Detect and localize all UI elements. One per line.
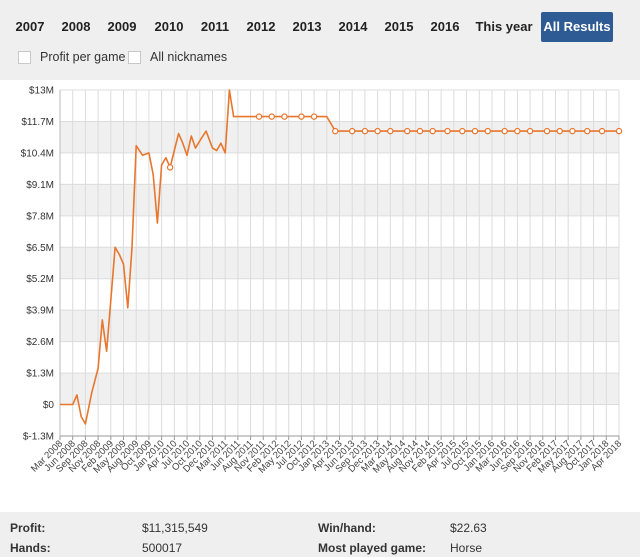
profit-point bbox=[268, 113, 275, 120]
profit-point bbox=[361, 127, 369, 135]
y-tick-label: $2.6M bbox=[26, 337, 54, 348]
tab-2014[interactable]: 2014 bbox=[338, 19, 368, 34]
profit-point bbox=[404, 127, 411, 135]
profit-chart: $13M $11.7M $10.4M $9.1M $7.8M $6.5M $5.2M $3.9… bbox=[21, 86, 624, 476]
checkbox-label: Profit per game bbox=[40, 50, 126, 64]
y-tick-label: $1.3M bbox=[26, 369, 54, 380]
tab-2008[interactable]: 2008 bbox=[61, 19, 91, 34]
profit-point bbox=[584, 127, 591, 135]
y-tick-label: $11.7M bbox=[21, 117, 54, 128]
tab-2015[interactable]: 2015 bbox=[384, 19, 414, 34]
winhand-label: Win/hand: bbox=[318, 521, 376, 535]
y-tick-label: $-1.3M bbox=[23, 432, 54, 443]
tab-2013[interactable]: 2013 bbox=[292, 19, 322, 34]
checkbox-box bbox=[18, 51, 31, 64]
tab-2016[interactable]: 2016 bbox=[430, 19, 460, 34]
profit-point bbox=[459, 127, 466, 135]
all-nicknames-checkbox[interactable]: All nicknames bbox=[128, 50, 228, 66]
year-filter-bar: 2007 2008 2009 2010 2011 2012 2013 2014 … bbox=[0, 0, 640, 80]
tab-2011[interactable]: 2011 bbox=[200, 19, 230, 34]
y-tick-label: $5.2M bbox=[26, 274, 54, 285]
y-tick-label: $6.5M bbox=[26, 243, 54, 254]
checkbox-label: All nicknames bbox=[150, 50, 228, 64]
profit-point bbox=[501, 127, 508, 135]
checkbox-box bbox=[128, 51, 141, 64]
profit-point bbox=[298, 113, 305, 120]
profit-point bbox=[429, 127, 436, 135]
profit-point bbox=[484, 127, 491, 135]
y-tick-label: $0 bbox=[43, 400, 55, 411]
profit-point bbox=[332, 127, 339, 135]
tab-2010[interactable]: 2010 bbox=[154, 19, 184, 34]
chart-y-axis: $13M $11.7M $10.4M $9.1M $7.8M $6.5M $5.2M $3.9… bbox=[21, 86, 61, 443]
profit-point bbox=[281, 113, 288, 120]
profit-point bbox=[374, 127, 381, 135]
y-tick-label: $10.4M bbox=[21, 148, 54, 159]
profit-point bbox=[526, 127, 534, 135]
y-tick-label: $9.1M bbox=[26, 180, 54, 191]
profit-point bbox=[543, 127, 551, 135]
profit-point bbox=[255, 113, 263, 120]
profit-point bbox=[387, 127, 394, 135]
profit-series-line bbox=[60, 89, 619, 425]
hands-value: 500017 bbox=[142, 541, 183, 555]
most-played-game-value: Horse bbox=[450, 541, 483, 555]
profit-point bbox=[569, 127, 576, 135]
profit-point bbox=[416, 127, 424, 135]
profit-label: Profit: bbox=[10, 521, 46, 535]
y-tick-label: $13M bbox=[29, 86, 54, 97]
profit-point bbox=[514, 127, 521, 135]
tab-2012[interactable]: 2012 bbox=[246, 19, 276, 34]
profit-value: $11,315,549 bbox=[142, 521, 208, 535]
y-tick-label: $7.8M bbox=[26, 211, 54, 222]
profit-point bbox=[444, 127, 451, 135]
hands-label: Hands: bbox=[10, 541, 51, 555]
most-played-game-label: Most played game: bbox=[318, 541, 427, 555]
profit-point bbox=[349, 127, 356, 135]
profit-point bbox=[166, 164, 174, 171]
tab-all-results[interactable]: All Results bbox=[541, 12, 613, 42]
tab-2007[interactable]: 2007 bbox=[15, 19, 45, 34]
winhand-value: $22.63 bbox=[450, 521, 487, 535]
profit-point bbox=[471, 127, 479, 135]
profit-point bbox=[310, 113, 318, 120]
tab-2009[interactable]: 2009 bbox=[107, 19, 137, 34]
summary-bar: Profit: $11,315,549 Win/hand: $22.63 Han… bbox=[0, 512, 640, 557]
chart-vertical-grid bbox=[59, 90, 620, 436]
profit-point bbox=[598, 127, 606, 135]
y-tick-label: $3.9M bbox=[26, 306, 54, 317]
tab-this-year[interactable]: This year bbox=[475, 19, 533, 34]
profit-per-game-checkbox[interactable]: Profit per game bbox=[18, 50, 128, 66]
profit-point bbox=[556, 127, 563, 135]
chart-plot bbox=[60, 89, 623, 425]
profit-point bbox=[615, 127, 623, 135]
